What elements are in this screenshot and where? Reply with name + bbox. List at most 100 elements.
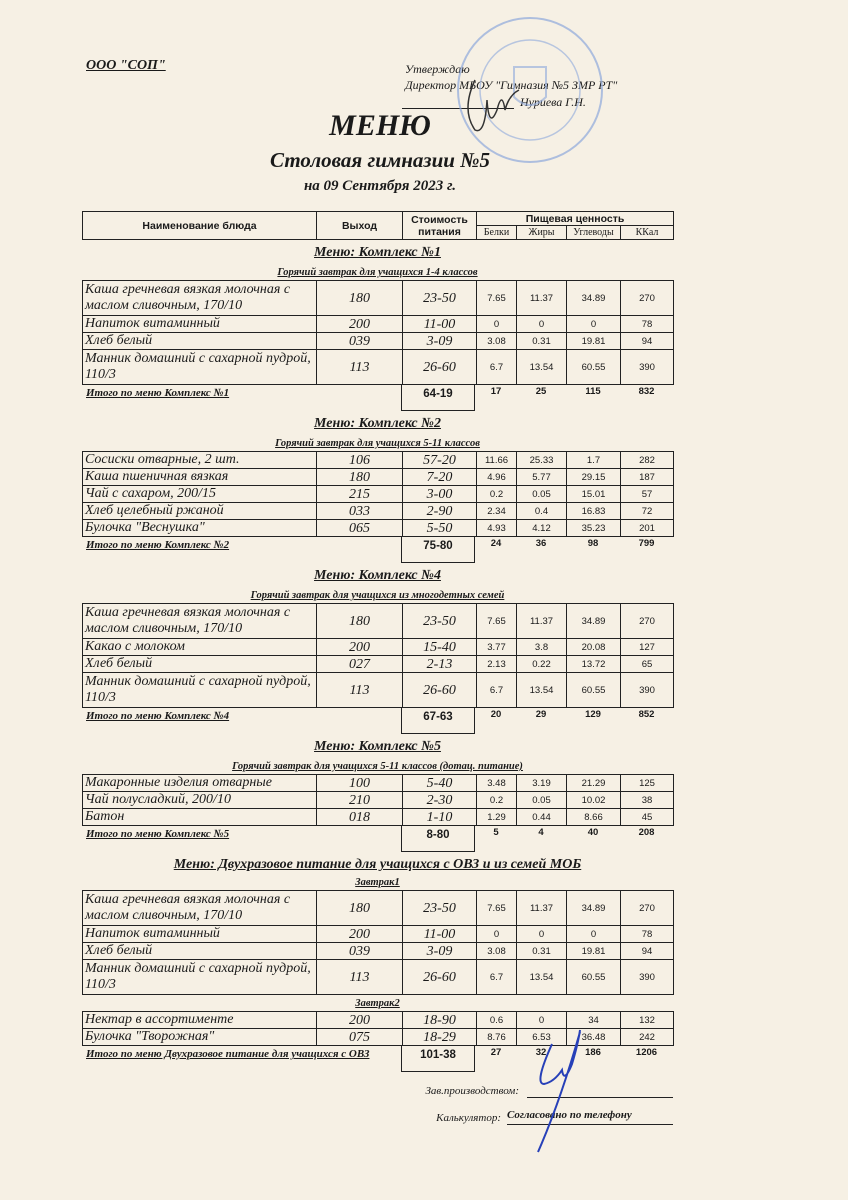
total-kcal: 799: [638, 538, 655, 549]
dish-carbs: 29.15: [566, 468, 621, 486]
dish-cost: 3-09: [402, 942, 477, 960]
dish-carbs: 10.02: [566, 791, 621, 809]
dish-output: 210: [316, 791, 403, 809]
dish-kcal: 45: [620, 808, 674, 826]
dish-table: Каша гречневая вязкая молочная с маслом …: [82, 603, 674, 708]
section-title: Меню: Двухразовое питание для учащихся с…: [173, 857, 582, 872]
dish-protein: 4.93: [476, 519, 517, 537]
dish-name: Каша гречневая вязкая молочная с маслом …: [82, 890, 317, 926]
dish-name: Хлеб белый: [82, 655, 317, 673]
section-subtitle: Горячий завтрак для учащихся 5-11 классо…: [232, 761, 523, 772]
dish-output: 075: [316, 1028, 403, 1046]
dish-carbs: 0: [566, 315, 621, 333]
footer: Зав.производством: Калькулятор: Согласов…: [82, 1029, 673, 1153]
dish-cost: 3-09: [402, 332, 477, 350]
dish-protein: 4.96: [476, 468, 517, 486]
total-fat: 29: [535, 709, 547, 720]
dish-protein: 0: [476, 925, 517, 943]
dish-carbs: 15.01: [566, 485, 621, 503]
dish-kcal: 282: [620, 451, 674, 469]
dish-name: Хлеб белый: [82, 942, 317, 960]
dish-protein: 0.6: [476, 1011, 517, 1029]
dish-cost: 1-10: [402, 808, 477, 826]
signature-line: [402, 108, 514, 109]
section-title: Меню: Комплекс №4: [314, 568, 441, 583]
total-protein: 17: [490, 386, 502, 397]
table-row: Хлеб белый 027 2-13 2.13 0.22 13.72 65: [82, 655, 674, 673]
dish-fat: 0.4: [516, 502, 567, 520]
dish-cost: 15-40: [402, 638, 477, 656]
dish-output: 180: [316, 280, 403, 316]
dish-name: Сосиски отварные, 2 шт.: [82, 451, 317, 469]
dish-kcal: 187: [620, 468, 674, 486]
total-protein: 5: [493, 827, 499, 838]
table-row: Манник домашний с сахарной пудрой, 110/3…: [82, 672, 674, 708]
dish-table: Сосиски отварные, 2 шт. 106 57-20 11.66 25.3…: [82, 451, 674, 537]
total-fat: 4: [538, 827, 544, 838]
dish-carbs: 0: [566, 925, 621, 943]
dish-cost: 3-00: [402, 485, 477, 503]
dish-carbs: 60.55: [566, 349, 621, 385]
total-cost: 64-19: [401, 384, 475, 411]
dish-carbs: 34.89: [566, 280, 621, 316]
column-header: Наименование блюда Выход Стоимость питан…: [82, 211, 675, 240]
total-carbs: 115: [585, 386, 601, 397]
dish-fat: 5.77: [516, 468, 567, 486]
dish-cost: 18-90: [402, 1011, 477, 1029]
table-row: Хлеб целебный ржаной 033 2-90 2.34 0.4 16.83 7…: [82, 502, 674, 520]
dish-fat: 11.37: [516, 280, 567, 316]
dish-carbs: 21.29: [566, 774, 621, 792]
total-fat: 36: [535, 538, 547, 549]
total-fat: 32: [535, 1047, 547, 1058]
dish-output: 215: [316, 485, 403, 503]
dish-fat: 13.54: [516, 349, 567, 385]
table-row: Каша гречневая вязкая молочная с маслом …: [82, 890, 674, 926]
dish-fat: 0.05: [516, 791, 567, 809]
dish-protein: 6.7: [476, 349, 517, 385]
organization-name: ООО "СОП": [86, 58, 166, 73]
dish-output: 033: [316, 502, 403, 520]
dish-kcal: 270: [620, 280, 674, 316]
dish-cost: 2-30: [402, 791, 477, 809]
dish-kcal: 242: [620, 1028, 674, 1046]
approval-line: Утверждаю: [405, 62, 470, 76]
dish-cost: 11-00: [402, 315, 477, 333]
dish-protein: 11.66: [476, 451, 517, 469]
header-nutrition: Пищевая ценность: [475, 211, 675, 226]
menu-section: Меню: Комплекс №4 Горячий завтрак для уча…: [82, 567, 674, 734]
dish-kcal: 125: [620, 774, 674, 792]
header-fat: Жиры: [516, 225, 567, 240]
header-kcal: ККал: [619, 225, 675, 240]
dish-cost: 26-60: [402, 349, 477, 385]
dish-kcal: 132: [620, 1011, 674, 1029]
dish-protein: 3.08: [476, 332, 517, 350]
dish-protein: 7.65: [476, 890, 517, 926]
dish-kcal: 94: [620, 942, 674, 960]
dish-carbs: 13.72: [566, 655, 621, 673]
total-label: Итого по меню Двухразовое питание для уч…: [86, 1048, 370, 1060]
dish-carbs: 35.23: [566, 519, 621, 537]
dish-protein: 3.48: [476, 774, 517, 792]
dish-output: 100: [316, 774, 403, 792]
dish-protein: 0.2: [476, 485, 517, 503]
dish-output: 180: [316, 890, 403, 926]
total-label: Итого по меню Комплекс №4: [86, 710, 230, 722]
dish-cost: 2-13: [402, 655, 477, 673]
dish-name: Чай с сахаром, 200/15: [82, 485, 317, 503]
table-row: Напиток витаминный 200 11-00 0 0 0 78: [82, 925, 674, 943]
dish-name: Хлеб белый: [82, 332, 317, 350]
dish-protein: 0.2: [476, 791, 517, 809]
table-row: Каша гречневая вязкая молочная с маслом …: [82, 280, 674, 316]
dish-carbs: 8.66: [566, 808, 621, 826]
section-title: Меню: Комплекс №1: [314, 245, 441, 260]
dish-output: 200: [316, 638, 403, 656]
page-subtitle: Столовая гимназии №5: [270, 148, 490, 172]
dish-carbs: 20.08: [566, 638, 621, 656]
table-row: Батон 018 1-10 1.29 0.44 8.66 45: [82, 808, 674, 826]
table-row: Чай полусладкий, 200/10 210 2-30 0.2 0.05 10.…: [82, 791, 674, 809]
dish-output: 180: [316, 468, 403, 486]
menu-section: Меню: Комплекс №2 Горячий завтрак для уча…: [82, 415, 674, 563]
table-row: Булочка "Творожная" 075 18-29 8.76 6.53 36.48…: [82, 1028, 674, 1046]
dish-name: Напиток витаминный: [82, 925, 317, 943]
table-row: Сосиски отварные, 2 шт. 106 57-20 11.66 25.3…: [82, 451, 674, 469]
